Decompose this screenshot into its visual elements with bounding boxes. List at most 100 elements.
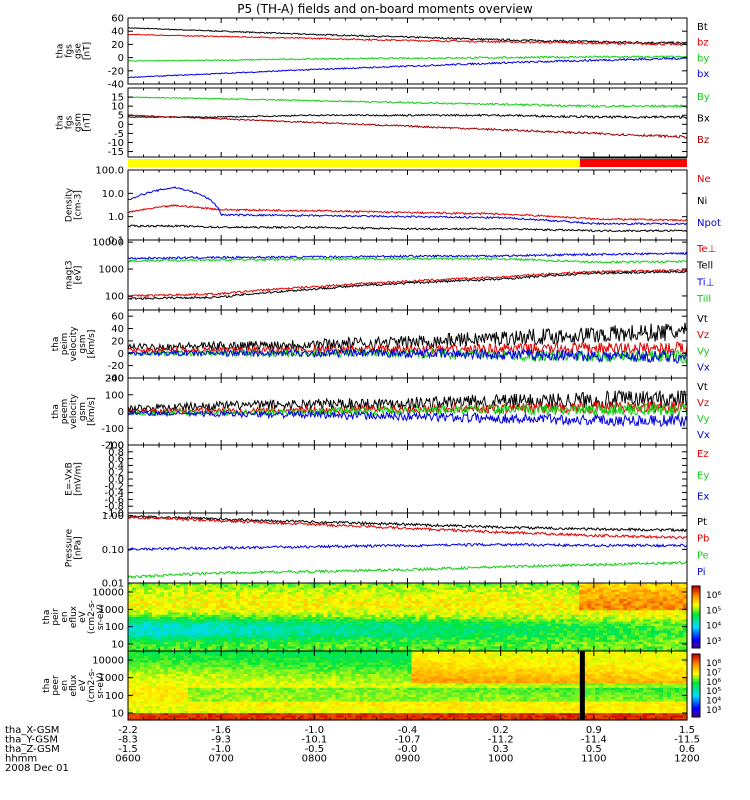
heatmap-cell	[347, 623, 353, 627]
heatmap-cell	[587, 646, 592, 650]
heatmap-cell	[179, 674, 185, 677]
heatmap-cell	[639, 607, 644, 611]
heatmap-cell	[387, 635, 393, 638]
heatmap-cell	[151, 589, 157, 593]
heatmap-cell	[211, 639, 217, 643]
heatmap-cell	[499, 630, 504, 634]
heatmap-cell	[171, 619, 177, 623]
heatmap-cell	[419, 648, 425, 652]
heatmap-cell	[667, 641, 672, 645]
heatmap-cell	[291, 596, 297, 600]
heatmap-cell	[271, 605, 277, 609]
heatmap-cell	[475, 601, 480, 604]
heatmap-cell	[291, 646, 297, 650]
heatmap-cell	[475, 632, 480, 636]
heatmap-cell	[339, 605, 345, 609]
heatmap-cell	[307, 644, 313, 648]
heatmap-cell	[631, 598, 636, 602]
heatmap-cell	[143, 648, 149, 652]
heatmap-cell	[203, 669, 209, 673]
heatmap-cell	[583, 632, 588, 636]
heatmap-cell	[219, 683, 225, 687]
heatmap-cell	[128, 713, 133, 716]
heatmap-cell	[167, 641, 173, 645]
heatmap-cell	[303, 635, 309, 638]
heatmap-cell	[387, 587, 393, 591]
heatmap-cell	[231, 619, 237, 623]
heatmap-cell	[651, 607, 656, 611]
heatmap-cell	[319, 607, 325, 611]
heatmap-cell	[159, 703, 165, 707]
heatmap-cell	[675, 594, 680, 598]
heatmap-cell	[387, 603, 393, 607]
heatmap-cell	[583, 601, 588, 604]
colorbar-cell	[692, 620, 700, 623]
heatmap-cell	[519, 598, 524, 602]
heatmap-cell	[151, 713, 157, 716]
heatmap-cell	[671, 639, 676, 643]
heatmap-cell	[283, 648, 289, 652]
heatmap-cell	[128, 603, 133, 607]
heatmap-cell	[139, 646, 145, 650]
heatmap-cell	[607, 614, 612, 618]
heatmap-cell	[575, 637, 580, 641]
heatmap-cell	[195, 630, 201, 634]
heatmap-cell	[439, 637, 445, 641]
heatmap-cell	[339, 589, 345, 593]
heatmap-cell	[195, 605, 201, 609]
heatmap-cell	[519, 619, 524, 623]
heatmap-cell	[471, 639, 476, 643]
heatmap-cell	[347, 628, 353, 632]
heatmap-cell	[463, 603, 468, 607]
heatmap-cell	[263, 635, 269, 638]
heatmap-cell	[147, 644, 153, 648]
heatmap-cell	[611, 639, 616, 643]
heatmap-cell	[195, 674, 201, 677]
heatmap-cell	[247, 585, 253, 589]
heatmap-cell	[591, 589, 596, 593]
heatmap-cell	[235, 592, 241, 595]
heatmap-cell	[487, 585, 492, 589]
heatmap-cell	[187, 664, 193, 668]
heatmap-cell	[403, 630, 409, 634]
heatmap-cell	[631, 614, 636, 618]
heatmap-cell	[143, 699, 149, 703]
heatmap-cell	[151, 710, 157, 714]
heatmap-cell	[411, 646, 417, 650]
heatmap-cell	[643, 598, 648, 602]
heatmap-cell	[311, 596, 317, 600]
heatmap-cell	[455, 617, 460, 620]
heatmap-cell	[128, 683, 133, 687]
heatmap-cell	[567, 610, 572, 614]
heatmap-cell	[307, 619, 313, 623]
colorbar-cell	[692, 615, 700, 618]
heatmap-cell	[407, 617, 413, 620]
heatmap-cell	[559, 583, 564, 586]
heatmap-cell	[195, 676, 201, 680]
heatmap-cell	[219, 598, 225, 602]
heatmap-cell	[271, 614, 277, 618]
heatmap-cell	[395, 589, 401, 593]
heatmap-cell	[507, 596, 512, 600]
heatmap-cell	[171, 703, 177, 707]
heatmap-cell	[283, 626, 289, 629]
heatmap-cell	[571, 623, 576, 627]
heatmap-cell	[191, 717, 197, 721]
heatmap-cell	[239, 603, 245, 607]
heatmap-cell	[479, 603, 484, 607]
heatmap-cell	[151, 632, 157, 636]
heatmap-cell	[199, 699, 205, 703]
heatmap-cell	[599, 603, 604, 607]
heatmap-cell	[207, 626, 213, 629]
heatmap-cell	[627, 610, 632, 614]
heatmap-cell	[179, 671, 185, 675]
heatmap-cell	[595, 610, 600, 614]
heatmap-cell	[335, 646, 341, 650]
heatmap-cell	[219, 680, 225, 684]
heatmap-cell	[203, 646, 209, 650]
heatmap-cell	[415, 596, 421, 600]
heatmap-cell	[391, 648, 397, 652]
heatmap-cell	[243, 637, 249, 641]
heatmap-cell	[223, 619, 229, 623]
heatmap-cell	[435, 583, 441, 586]
